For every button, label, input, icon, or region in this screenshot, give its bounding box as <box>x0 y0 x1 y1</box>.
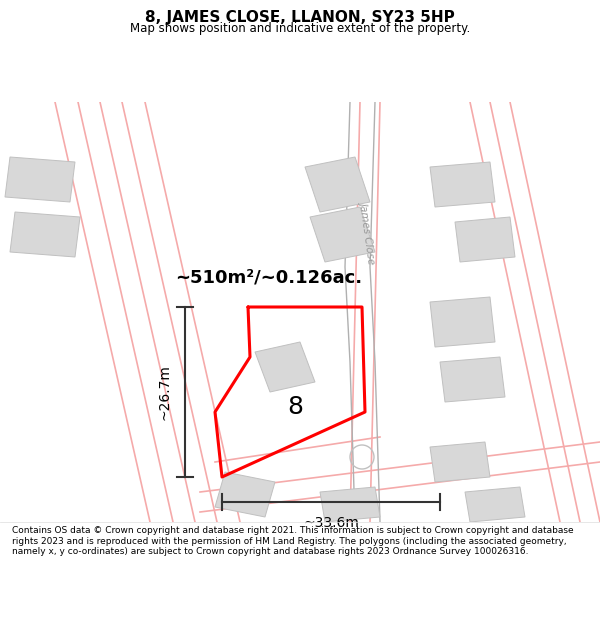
Text: Contains OS data © Crown copyright and database right 2021. This information is : Contains OS data © Crown copyright and d… <box>12 526 574 556</box>
Text: ~26.7m: ~26.7m <box>157 364 171 420</box>
Polygon shape <box>465 487 525 522</box>
Polygon shape <box>455 217 515 262</box>
Polygon shape <box>310 207 375 262</box>
Polygon shape <box>5 157 75 202</box>
Polygon shape <box>305 157 370 212</box>
Text: Map shows position and indicative extent of the property.: Map shows position and indicative extent… <box>130 22 470 35</box>
Text: James Close: James Close <box>359 200 377 264</box>
Polygon shape <box>430 162 495 207</box>
Polygon shape <box>440 357 505 402</box>
Text: ~33.6m: ~33.6m <box>303 516 359 530</box>
Polygon shape <box>10 212 80 257</box>
Polygon shape <box>255 342 315 392</box>
Polygon shape <box>430 442 490 482</box>
Text: ~510m²/~0.126ac.: ~510m²/~0.126ac. <box>175 268 362 286</box>
Polygon shape <box>215 472 275 517</box>
Polygon shape <box>430 297 495 347</box>
Text: 8, JAMES CLOSE, LLANON, SY23 5HP: 8, JAMES CLOSE, LLANON, SY23 5HP <box>145 11 455 26</box>
Polygon shape <box>320 487 380 522</box>
Text: 8: 8 <box>287 395 303 419</box>
